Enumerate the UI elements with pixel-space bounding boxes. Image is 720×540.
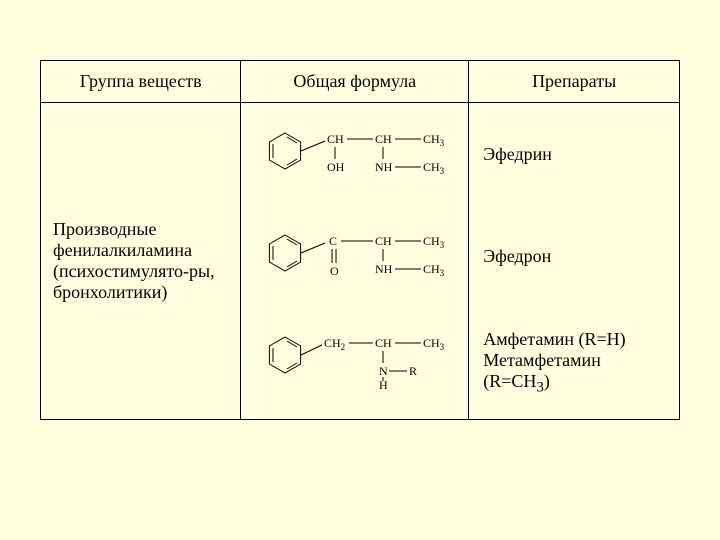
lbl-NH: NH: [375, 160, 393, 174]
formula-amphetamine: CH2 CH CH3 N R H: [241, 307, 469, 420]
header-formula: Общая формула: [241, 61, 469, 103]
drug-ephedrone: Эфедрон: [469, 205, 680, 307]
chem-table: Группа веществ Общая формула Препараты П…: [40, 60, 680, 420]
lbl-CH3: CH3: [423, 234, 445, 250]
lbl-CH2: CH2: [324, 336, 345, 352]
lbl-CH3: CH3: [423, 132, 445, 148]
row-ephedrine: Производные фенилалкиламина (психостимул…: [41, 103, 680, 206]
lbl-OH: OH: [327, 160, 345, 174]
lbl-CH: CH: [375, 234, 392, 248]
drug-amph-line3: (R=CH3): [483, 371, 665, 397]
header-group: Группа веществ: [41, 61, 241, 103]
drug-amphetamine: Амфетамин (R=H) Метамфетамин (R=CH3): [469, 307, 680, 420]
lbl-CH: CH: [375, 132, 392, 146]
lbl-CH3: CH3: [423, 160, 445, 176]
ephedrine-structure: CH CH CH3 OH NH CH3: [255, 109, 455, 199]
group-cell: Производные фенилалкиламина (психостимул…: [41, 103, 241, 420]
lbl-N: N: [379, 364, 388, 378]
formula-ephedrine: CH CH CH3 OH NH CH3: [241, 103, 469, 206]
drug-amph-line1: Амфетамин (R=H): [483, 329, 665, 350]
header-drugs: Препараты: [469, 61, 680, 103]
lbl-C: C: [329, 234, 337, 248]
ephedrone-structure: C CH CH3 O NH CH3: [255, 211, 455, 301]
lbl-NH: NH: [375, 262, 393, 276]
lbl-CH3: CH3: [423, 262, 445, 278]
drug-amph-line2: Метамфетамин: [483, 350, 665, 371]
lbl-O: O: [330, 264, 339, 278]
drug-ephedrine: Эфедрин: [469, 103, 680, 206]
lbl-CH: CH: [327, 132, 344, 146]
lbl-R: R: [409, 364, 417, 378]
table-header-row: Группа веществ Общая формула Препараты: [41, 61, 680, 103]
formula-ephedrone: C CH CH3 O NH CH3: [241, 205, 469, 307]
lbl-CH3: CH3: [423, 336, 445, 352]
amphetamine-structure: CH2 CH CH3 N R H: [255, 313, 455, 413]
lbl-CH: CH: [375, 336, 392, 350]
